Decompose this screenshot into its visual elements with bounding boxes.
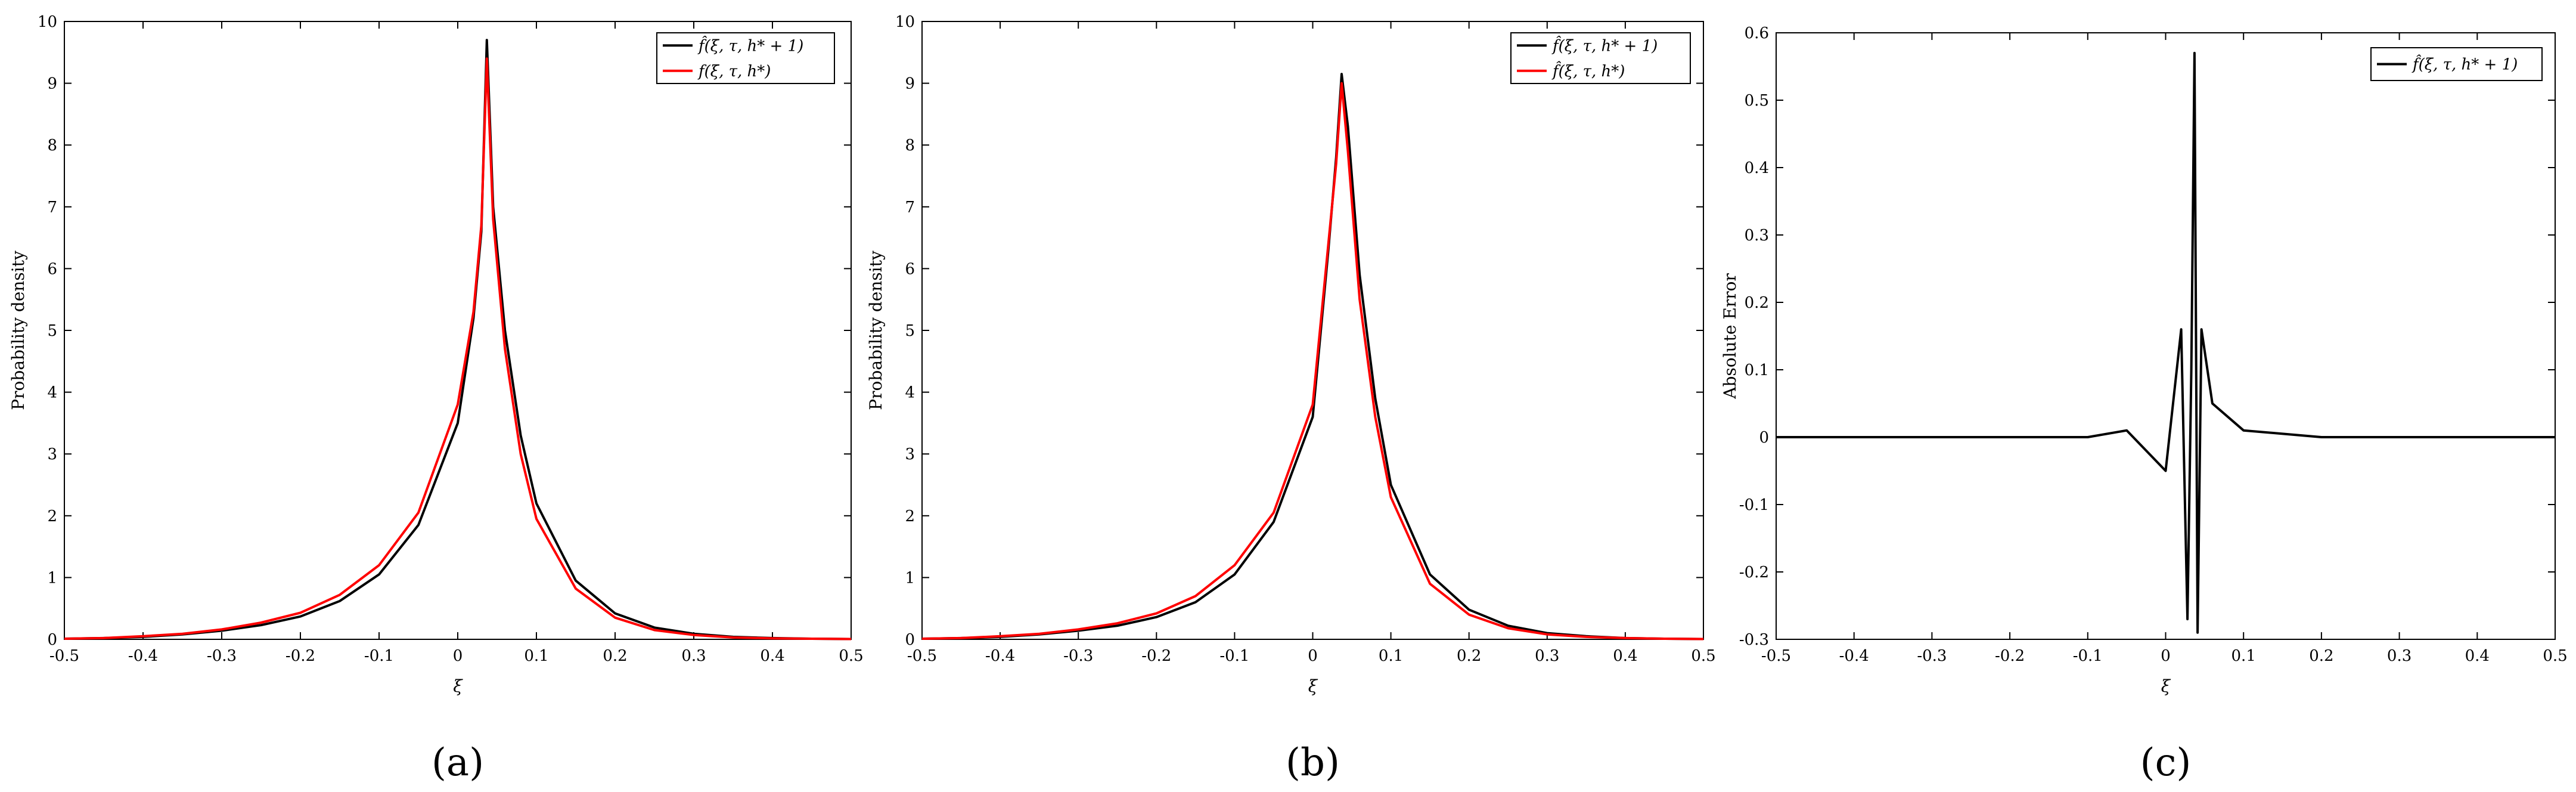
y-tick-label: 0.6 — [1745, 24, 1769, 42]
legend-box — [1510, 32, 1691, 84]
series-line-2 — [921, 82, 1704, 641]
y-tick-label: 8 — [47, 137, 57, 154]
x-tick-label: -0.1 — [2073, 647, 2103, 665]
y-tick-label: 5 — [905, 322, 915, 340]
x-tick-label: 0.5 — [1691, 647, 1715, 665]
panel-label: (b) — [1286, 741, 1340, 785]
legend-label: f̂(ξ, τ, h*) — [1551, 61, 1625, 81]
x-tick-label: -0.3 — [207, 647, 237, 665]
legend: f̂(ξ, τ, h* + 1) — [2370, 47, 2543, 81]
legend-label: f(ξ, τ, h*) — [697, 63, 771, 81]
chart-panel-2: -0.5 -0.4 -0.3 -0.2 -0.1 0 0.1 0.2 0.3 0.4 0.5 0 1 2 3… — [866, 13, 1716, 785]
x-tick-label: -0.1 — [364, 647, 394, 665]
x-tick-label: -0.3 — [1917, 647, 1947, 665]
x-tick-label: 0.3 — [1535, 647, 1559, 665]
y-tick-label: 0 — [1759, 429, 1769, 447]
y-tick-label: 3 — [905, 446, 915, 463]
y-tick-label: -0.3 — [1739, 631, 1769, 649]
x-tick-label: 0.1 — [1379, 647, 1403, 665]
x-tick-label: -0.5 — [49, 647, 79, 665]
y-tick-label: 0.3 — [1745, 227, 1769, 245]
y-tick-label: 2 — [47, 508, 57, 525]
plot-frame — [64, 21, 852, 640]
x-tick-label: -0.1 — [1219, 647, 1249, 665]
y-tick-label: 4 — [905, 384, 915, 402]
panel-label: (a) — [432, 741, 484, 785]
y-tick-label: 1 — [47, 569, 57, 587]
series-line-1 — [921, 73, 1704, 641]
y-tick-label: 8 — [905, 137, 915, 154]
chart-panel-3: -0.5 -0.4 -0.3 -0.2 -0.1 0 0.1 0.2 0.3 0.4 0.5 -0.3… — [1720, 24, 2568, 785]
y-axis-label: Probability density — [8, 250, 28, 410]
x-tick-label: 0.3 — [681, 647, 706, 665]
plot-frame — [1776, 32, 2556, 640]
y-tick-label: 4 — [47, 384, 57, 402]
x-tick-label: -0.4 — [128, 647, 158, 665]
x-axis-label: ξ — [453, 676, 463, 696]
x-tick-label: 0.1 — [2232, 647, 2256, 665]
y-tick-label: 2 — [905, 508, 915, 525]
x-tick-label: -0.3 — [1063, 647, 1093, 665]
y-tick-label: 0.2 — [1745, 294, 1769, 312]
y-tick-label: 0.5 — [1745, 92, 1769, 110]
x-tick-label: 0.1 — [524, 647, 548, 665]
y-tick-label: 3 — [47, 446, 57, 463]
legend-label: f̂(ξ, τ, h* + 1) — [1551, 36, 1658, 55]
x-tick-label: -0.2 — [1141, 647, 1171, 665]
x-tick-label: 0.4 — [2465, 647, 2490, 665]
y-tick-label: 7 — [905, 199, 915, 216]
chart-panel-1: -0.5 -0.4 -0.3 -0.2 -0.1 0 0.1 0.2 0.3 0.4 0.5 0 1 2 3… — [8, 13, 864, 785]
x-tick-label: 0 — [1308, 647, 1318, 665]
y-axis-label: Absolute Error — [1720, 273, 1740, 400]
y-tick-label: 0 — [905, 631, 915, 649]
series-line-1 — [1776, 51, 2555, 634]
legend-label: f̂(ξ, τ, h* + 1) — [697, 36, 803, 55]
series-line-1 — [64, 39, 852, 641]
panel-label: (c) — [2140, 741, 2192, 785]
x-tick-label: -0.5 — [907, 647, 937, 665]
y-tick-label: 1 — [905, 569, 915, 587]
x-tick-label: 0.2 — [1457, 647, 1481, 665]
y-tick-label: 10 — [895, 13, 915, 31]
y-tick-label: -0.1 — [1739, 496, 1769, 514]
legend-box — [656, 32, 835, 84]
legend: f̂(ξ, τ, h* + 1) f̂(ξ, τ, h*) — [1510, 32, 1691, 84]
series-line-2 — [64, 57, 852, 641]
y-tick-label: 10 — [38, 13, 57, 31]
x-tick-label: 0.2 — [603, 647, 627, 665]
x-tick-label: 0 — [2161, 647, 2171, 665]
x-tick-label: 0.2 — [2309, 647, 2333, 665]
x-tick-label: 0.5 — [839, 647, 863, 665]
y-tick-label: 6 — [47, 260, 57, 278]
y-tick-label: 9 — [905, 75, 915, 93]
y-axis-label: Probability density — [866, 250, 886, 410]
y-tick-label: -0.2 — [1739, 564, 1769, 581]
x-axis-label: ξ — [2161, 676, 2171, 696]
y-tick-label: 0.1 — [1745, 361, 1769, 379]
x-tick-label: -0.4 — [985, 647, 1015, 665]
y-tick-label: 7 — [47, 199, 57, 216]
plot-frame — [921, 21, 1704, 640]
y-tick-label: 5 — [47, 322, 57, 340]
y-tick-label: 9 — [47, 75, 57, 93]
x-tick-label: 0.4 — [1613, 647, 1637, 665]
legend-label: f̂(ξ, τ, h* + 1) — [2411, 55, 2518, 74]
x-tick-label: 0.4 — [760, 647, 784, 665]
x-tick-label: -0.4 — [1839, 647, 1869, 665]
legend: f̂(ξ, τ, h* + 1) f(ξ, τ, h*) — [656, 32, 835, 84]
y-tick-label: 0 — [47, 631, 57, 649]
x-axis-label: ξ — [1308, 676, 1318, 696]
x-tick-label: -0.5 — [1761, 647, 1791, 665]
x-tick-label: -0.2 — [1995, 647, 2025, 665]
x-tick-label: 0.3 — [2387, 647, 2411, 665]
y-tick-label: 6 — [905, 260, 915, 278]
x-tick-label: -0.2 — [285, 647, 315, 665]
y-tick-label: 0.4 — [1745, 159, 1769, 177]
x-tick-label: 0 — [453, 647, 463, 665]
x-tick-label: 0.5 — [2543, 647, 2567, 665]
